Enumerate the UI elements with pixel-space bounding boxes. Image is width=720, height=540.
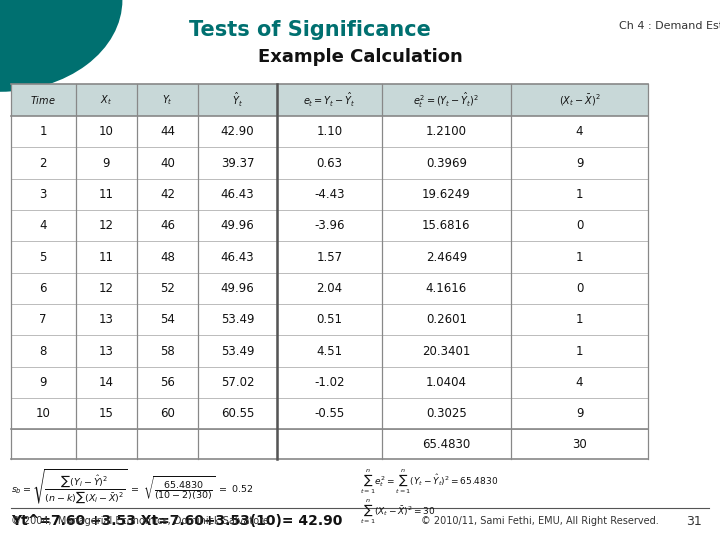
Text: 10: 10: [99, 125, 114, 138]
Text: 57.02: 57.02: [221, 376, 254, 389]
Text: -4.43: -4.43: [314, 188, 345, 201]
Text: 42: 42: [160, 188, 175, 201]
Text: Tests of Significance: Tests of Significance: [189, 19, 431, 40]
Text: 1: 1: [40, 125, 47, 138]
Text: 10: 10: [36, 407, 50, 420]
Text: 0.63: 0.63: [316, 157, 343, 170]
Text: 56: 56: [160, 376, 175, 389]
Text: 20.3401: 20.3401: [422, 345, 471, 357]
Text: 1.0404: 1.0404: [426, 376, 467, 389]
Text: 9: 9: [40, 376, 47, 389]
Text: 8: 8: [40, 345, 47, 357]
Text: 9: 9: [576, 407, 583, 420]
Text: 65.4830: 65.4830: [422, 437, 471, 451]
Text: $s_b = \sqrt{\dfrac{\sum(Y_i - \hat{Y})^2}{(n-k)\sum(X_i - \bar{X})^2}}$$\ =\ \s: $s_b = \sqrt{\dfrac{\sum(Y_i - \hat{Y})^…: [11, 467, 253, 506]
Text: 0.2601: 0.2601: [426, 313, 467, 326]
Text: 46: 46: [160, 219, 175, 232]
Text: 11: 11: [99, 251, 114, 264]
Text: 9: 9: [576, 157, 583, 170]
Text: 53.49: 53.49: [221, 345, 254, 357]
Text: 52: 52: [160, 282, 175, 295]
Text: 53.49: 53.49: [221, 313, 254, 326]
Text: 13: 13: [99, 345, 114, 357]
Text: 39.37: 39.37: [221, 157, 254, 170]
Text: 49.96: 49.96: [221, 282, 254, 295]
Text: 0.3025: 0.3025: [426, 407, 467, 420]
Text: 1.57: 1.57: [316, 251, 343, 264]
Text: 60: 60: [160, 407, 175, 420]
Text: 9: 9: [102, 157, 110, 170]
Text: 40: 40: [160, 157, 175, 170]
Bar: [11, 84, 648, 116]
Text: 42.90: 42.90: [221, 125, 254, 138]
Text: $\sum_{t=1}^{n} e_t^2 = \sum_{t=1}^{n}(Y_t - \hat{Y}_t)^2 = 65.4830$: $\sum_{t=1}^{n} e_t^2 = \sum_{t=1}^{n}(Y…: [360, 467, 498, 496]
Text: 2.04: 2.04: [316, 282, 343, 295]
Text: 31: 31: [686, 515, 702, 528]
Wedge shape: [0, 0, 122, 92]
Text: 0.3969: 0.3969: [426, 157, 467, 170]
Text: 60.55: 60.55: [221, 407, 254, 420]
Text: 19.6249: 19.6249: [422, 188, 471, 201]
Text: © 2010/11, Sami Fethi, EMU, All Right Reserved.: © 2010/11, Sami Fethi, EMU, All Right Re…: [421, 516, 659, 526]
Text: 1: 1: [576, 251, 583, 264]
Text: 14: 14: [99, 376, 114, 389]
Text: $\sum_{t=1}^{n}(X_t - \bar{X})^2 = 30$: $\sum_{t=1}^{n}(X_t - \bar{X})^2 = 30$: [360, 497, 436, 525]
Text: 44: 44: [160, 125, 175, 138]
Text: $\mathit{Time}$: $\mathit{Time}$: [30, 94, 56, 106]
Text: 4: 4: [576, 125, 583, 138]
Text: 4: 4: [576, 376, 583, 389]
Text: Example Calculation: Example Calculation: [258, 48, 462, 66]
Text: $Y_t$: $Y_t$: [162, 93, 173, 107]
Text: 46.43: 46.43: [221, 188, 254, 201]
Text: 46.43: 46.43: [221, 251, 254, 264]
Text: 49.96: 49.96: [221, 219, 254, 232]
Text: 0.51: 0.51: [316, 313, 343, 326]
Text: $e_t = Y_t - \hat{Y}_t$: $e_t = Y_t - \hat{Y}_t$: [303, 91, 356, 109]
Text: 12: 12: [99, 282, 114, 295]
Text: 58: 58: [160, 345, 175, 357]
Text: 1.10: 1.10: [316, 125, 343, 138]
Text: 4.1616: 4.1616: [426, 282, 467, 295]
Text: 6: 6: [40, 282, 47, 295]
Text: 4.51: 4.51: [316, 345, 343, 357]
Text: $\hat{Y}_t$: $\hat{Y}_t$: [232, 91, 243, 109]
Text: 1.2100: 1.2100: [426, 125, 467, 138]
Text: 48: 48: [160, 251, 175, 264]
Text: -3.96: -3.96: [314, 219, 345, 232]
Text: 15: 15: [99, 407, 114, 420]
Text: $e_t^2 = (Y_t - \hat{Y}_t)^2$: $e_t^2 = (Y_t - \hat{Y}_t)^2$: [413, 90, 480, 110]
Text: © 2004,  Managerial Economics, Dominick Salvatore: © 2004, Managerial Economics, Dominick S…: [11, 516, 269, 526]
Text: 2: 2: [40, 157, 47, 170]
Text: 30: 30: [572, 437, 587, 451]
Text: 11: 11: [99, 188, 114, 201]
Text: -1.02: -1.02: [314, 376, 345, 389]
Text: 1: 1: [576, 345, 583, 357]
Text: 13: 13: [99, 313, 114, 326]
Text: 7: 7: [40, 313, 47, 326]
Text: 4: 4: [40, 219, 47, 232]
Text: 12: 12: [99, 219, 114, 232]
Text: 54: 54: [160, 313, 175, 326]
Text: 5: 5: [40, 251, 47, 264]
Text: 1: 1: [576, 313, 583, 326]
Text: $(X_t - \bar{X})^2$: $(X_t - \bar{X})^2$: [559, 92, 600, 107]
Text: 3: 3: [40, 188, 47, 201]
Text: 0: 0: [576, 219, 583, 232]
Text: 15.6816: 15.6816: [422, 219, 471, 232]
Text: 1: 1: [576, 188, 583, 201]
Text: 0: 0: [576, 282, 583, 295]
Text: $X_t$: $X_t$: [100, 93, 112, 107]
Text: 2.4649: 2.4649: [426, 251, 467, 264]
Text: Yt^=7.60 +3.53 Xt=7.60+3.53(10)= 42.90: Yt^=7.60 +3.53 Xt=7.60+3.53(10)= 42.90: [11, 514, 342, 528]
Text: -0.55: -0.55: [314, 407, 345, 420]
Text: Ch 4 : Demand Estimation: Ch 4 : Demand Estimation: [619, 21, 720, 31]
